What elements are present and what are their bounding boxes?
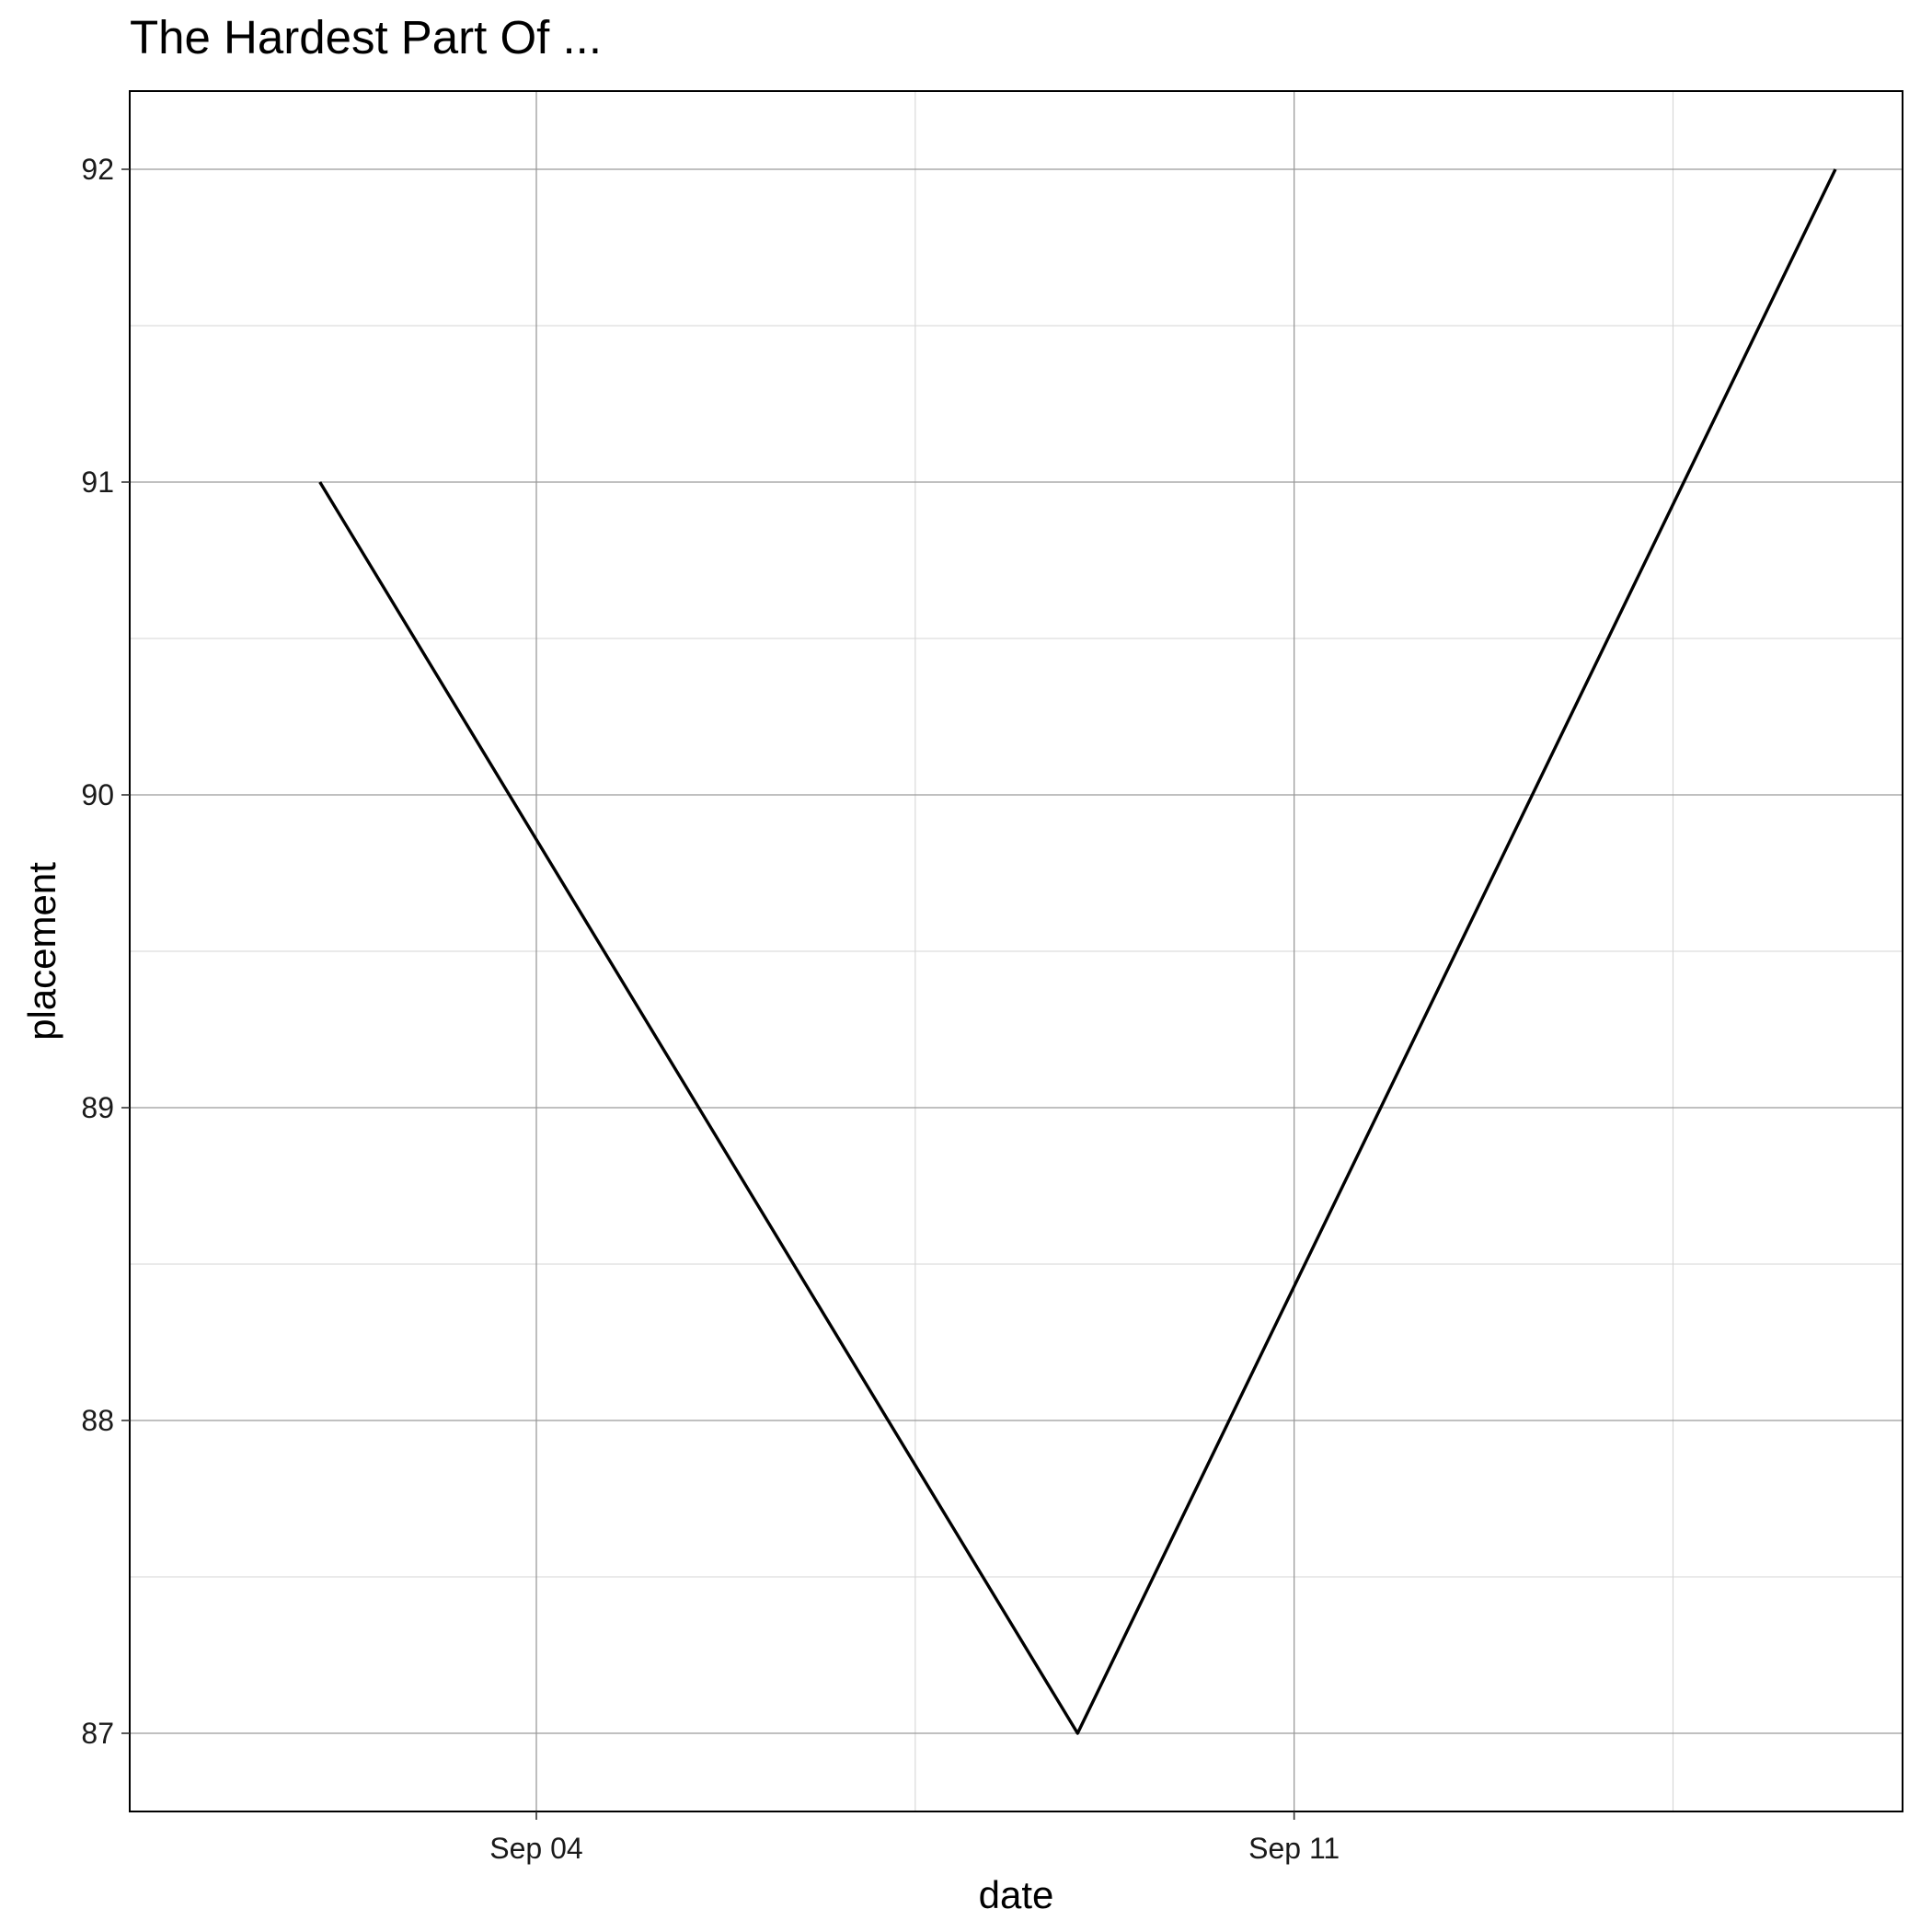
y-tick-label: 91 xyxy=(81,466,114,499)
series-layer xyxy=(318,168,1837,1735)
y-axis-title: placement xyxy=(20,862,63,1041)
axes: 87 88 89 90 91 92 Sep 04 Sep 11 xyxy=(81,153,1340,1865)
y-tick-label: 87 xyxy=(81,1717,114,1750)
y-tick-label: 89 xyxy=(81,1091,114,1124)
plot-panel-border xyxy=(129,90,1903,1812)
y-tick-label: 90 xyxy=(81,778,114,811)
y-tick-label: 92 xyxy=(81,153,114,186)
x-tick-label: Sep 04 xyxy=(489,1832,582,1865)
x-tick-label: Sep 11 xyxy=(1248,1832,1340,1865)
x-axis-title: date xyxy=(979,1873,1054,1916)
chart-title: The Hardest Part Of ... xyxy=(130,11,602,63)
grid xyxy=(130,91,1903,1811)
series-line xyxy=(318,168,1837,1735)
y-tick-label: 88 xyxy=(81,1404,114,1437)
